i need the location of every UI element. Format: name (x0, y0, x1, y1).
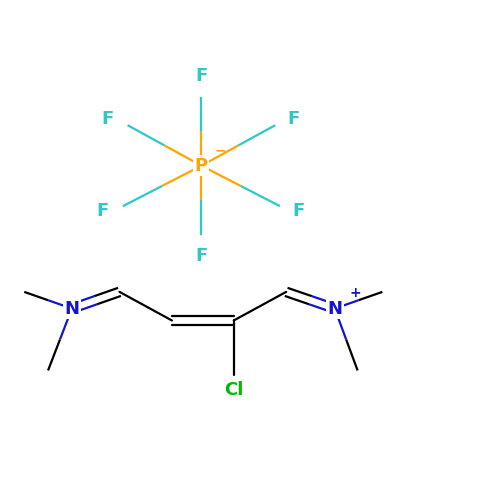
Text: F: F (101, 111, 114, 128)
Text: −: − (215, 143, 227, 157)
Text: F: F (195, 247, 207, 264)
Text: F: F (287, 111, 299, 128)
Text: Cl: Cl (224, 381, 243, 399)
Text: F: F (195, 67, 207, 85)
Text: F: F (292, 202, 304, 220)
Text: +: + (349, 286, 361, 300)
Text: F: F (96, 202, 109, 220)
Text: N: N (327, 299, 342, 318)
Text: P: P (195, 157, 208, 175)
Text: N: N (64, 299, 80, 318)
